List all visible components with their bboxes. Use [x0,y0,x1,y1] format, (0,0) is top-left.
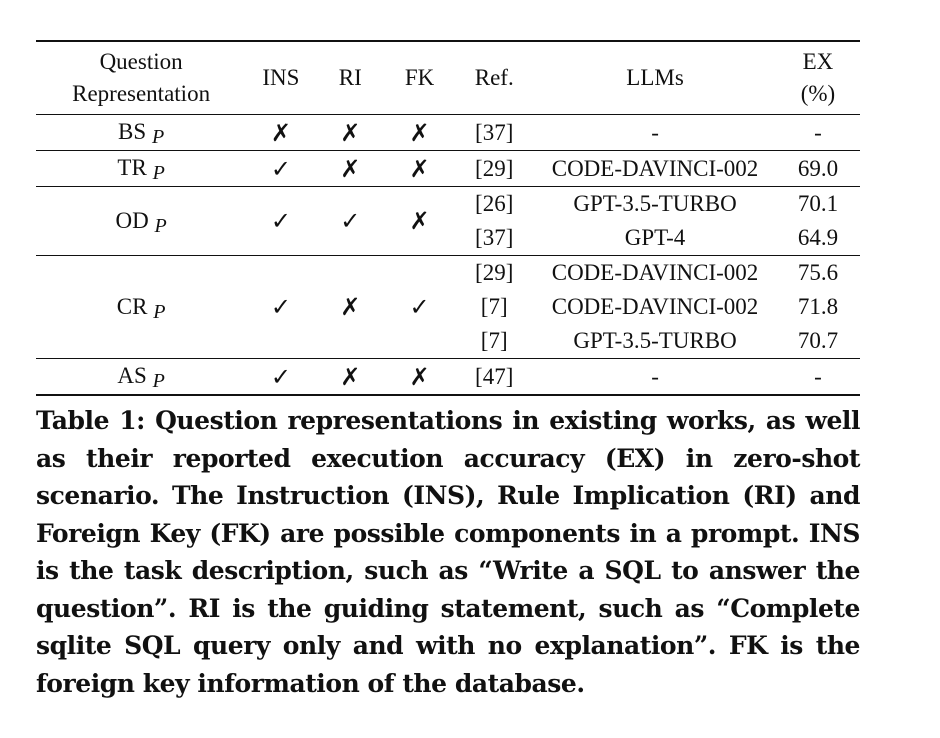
table-caption: Table 1: Question representations in exi… [36,406,860,698]
llm-cell: - [651,119,659,145]
llm-cell: CODE-DAVINCI-002 [551,294,759,319]
fk-mark: ✗ [409,118,430,147]
group-bs: BS P ✗ ✗ ✗ [37] - - [36,115,860,151]
ref-cell: [29] [475,260,514,285]
group-cr: CR P ✓ ✗ ✓ [29] CODE-DAVINCI-002 75.6 [7… [36,256,860,359]
ins-mark: ✓ [270,362,291,391]
ref-cell: [37] [475,119,514,145]
ref-cell: [29] [475,155,514,181]
question-representation-table: Question Representation INS RI FK Ref. L… [36,40,860,396]
ref-cell: [26] [475,191,514,216]
ri-mark: ✗ [340,154,361,183]
ex-cell: 64.9 [797,225,839,250]
rep-name: CR [116,293,148,319]
ins-mark: ✓ [270,207,291,235]
table-row: TR P ✓ ✗ ✗ [29] CODE-DAVINCI-002 69.0 [36,151,860,187]
table-row: CR P ✓ ✗ ✓ [29] CODE-DAVINCI-002 75.6 [36,256,860,323]
header-llms: LLMs [626,65,684,90]
rep-name: BS [118,119,147,144]
rep-subscript: P [151,126,165,148]
llm-cell: CODE-DAVINCI-002 [551,155,759,181]
llm-cell: GPT-3.5-TURBO [573,191,737,216]
rep-cell: AS P [36,359,246,396]
ref-cell: [47] [475,363,514,389]
rep-subscript: P [153,300,166,323]
fk-mark: ✓ [409,293,430,321]
table-row: [7] GPT-3.5-TURBO 70.7 [36,324,860,359]
header-ref: Ref. [474,65,514,90]
ins-mark: ✗ [270,118,291,147]
ins-mark: ✓ [270,154,291,183]
ref-cell: [7] [480,328,508,353]
ref-cell: [7] [480,294,508,319]
ex-cell: 69.0 [797,155,839,181]
group-as: AS P ✓ ✗ ✗ [47] - - [36,359,860,396]
rep-name: AS [117,363,147,388]
llm-cell: - [651,363,659,389]
ex-cell: 71.8 [797,294,839,319]
rep-cell: OD P [36,187,246,256]
table-row: OD P ✓ ✓ ✗ [26] GPT-3.5-TURBO 70.1 [36,187,860,237]
header-ins: INS [262,65,300,90]
llm-cell: GPT-4 [624,225,686,250]
group-od: OD P ✓ ✓ ✗ [26] GPT-3.5-TURBO 70.1 [37] … [36,187,860,256]
header-question-line1: Question [99,49,183,74]
header-ex-line1: EX [802,49,834,74]
rep-subscript: P [154,214,167,237]
table-figure: Question Representation INS RI FK Ref. L… [36,40,860,702]
rep-name: TR [117,155,147,180]
ex-cell: 70.7 [797,328,839,353]
table-row: AS P ✓ ✗ ✗ [47] - - [36,359,860,396]
ri-mark: ✗ [340,118,361,147]
ri-mark: ✓ [340,207,361,235]
rep-subscript: P [152,370,165,392]
ri-mark: ✗ [340,293,361,321]
ex-cell: 75.6 [797,260,839,285]
rep-subscript: P [152,162,165,184]
header-fk: FK [404,65,435,90]
fk-mark: ✗ [409,154,430,183]
header-ri: RI [338,65,362,90]
table-row: BS P ✗ ✗ ✗ [37] - - [36,115,860,151]
fk-mark: ✗ [409,362,430,391]
header-ex-line2: (%) [800,81,836,106]
header-question-representation: Question Representation [36,41,246,115]
table-row: [37] GPT-4 64.9 [36,221,860,256]
ref-cell: [37] [475,225,514,250]
ex-cell: 70.1 [797,191,839,216]
llm-cell: GPT-3.5-TURBO [573,328,737,353]
llm-cell: CODE-DAVINCI-002 [551,260,759,285]
ex-cell: - [814,119,822,145]
header-question-line2: Representation [72,81,211,106]
ins-mark: ✓ [270,293,291,321]
rep-cell: CR P [36,256,246,359]
rep-cell: TR P [36,151,246,187]
table-row: [7] CODE-DAVINCI-002 71.8 [36,290,860,324]
ri-mark: ✗ [340,362,361,391]
header-ex: EX (%) [776,41,860,115]
rep-cell: BS P [36,115,246,151]
group-tr: TR P ✓ ✗ ✗ [29] CODE-DAVINCI-002 69.0 [36,151,860,187]
rep-name: OD [115,207,149,233]
ex-cell: - [814,363,822,389]
table-header-row: Question Representation INS RI FK Ref. L… [36,41,860,115]
fk-mark: ✗ [409,207,430,235]
